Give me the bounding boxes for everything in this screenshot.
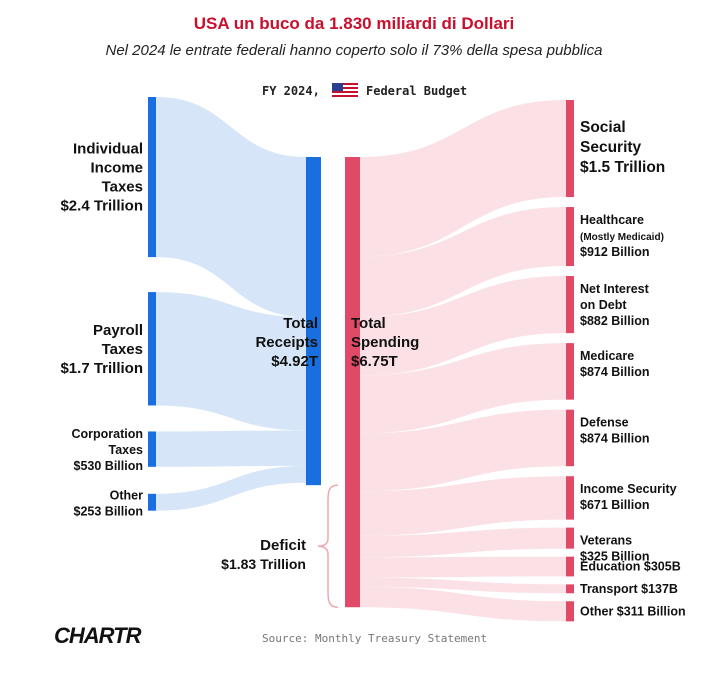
- target-flow: [360, 577, 566, 594]
- source-label: Payroll Taxes $1.7 Trillion: [60, 322, 143, 377]
- label-line: $2.4 Trillion: [60, 198, 143, 215]
- label-line: Social: [580, 119, 626, 136]
- us-flag-icon: [332, 83, 358, 98]
- target-label: Social Security $1.5 Trillion: [580, 119, 665, 176]
- target-node: [566, 343, 574, 400]
- source-node: [148, 493, 156, 511]
- target-node: [566, 207, 574, 267]
- target-flow: [360, 207, 566, 317]
- label-line: Other: [110, 488, 143, 502]
- label-line: Corporation: [71, 427, 143, 441]
- target-flow: [360, 527, 566, 558]
- target-node: [566, 601, 574, 622]
- source-label: Individual Income Taxes $2.4 Trillion: [60, 141, 143, 215]
- source-node: [148, 431, 156, 467]
- target-flow: [360, 586, 566, 622]
- labels-layer: Individual Income Taxes $2.4 Trillion Payrol…: [60, 119, 685, 618]
- target-node: [566, 556, 574, 577]
- label-line: Net Interest: [580, 282, 650, 296]
- label-line: $882 Billion: [580, 314, 649, 328]
- label-line: $253 Billion: [74, 504, 143, 518]
- label-line: $874 Billion: [580, 432, 649, 446]
- target-flow: [360, 276, 566, 376]
- total-receipts-node: [306, 157, 321, 486]
- target-label: Defense $874 Billion: [580, 416, 649, 446]
- target-label: Veterans $325 Billion: [580, 534, 649, 564]
- label-line: Total: [351, 315, 386, 332]
- label-line: Income: [90, 160, 143, 177]
- source-flow: [156, 430, 306, 467]
- target-label: Medicare $874 Billion: [580, 349, 649, 379]
- total-spending-label: Total Spending $6.75T: [351, 315, 419, 370]
- label-line: Income Security: [580, 482, 677, 496]
- source-flow: [156, 292, 306, 431]
- source-note: Source: Monthly Treasury Statement: [262, 632, 487, 645]
- flows-layer: [156, 97, 566, 622]
- label-line: Individual: [73, 141, 143, 158]
- target-label: Net Interest on Debt $882 Billion: [580, 282, 650, 328]
- label-line: Spending: [351, 334, 419, 351]
- label-line: Other $311 Billion: [580, 604, 686, 618]
- target-flow: [360, 409, 566, 492]
- label-line: Defense: [580, 416, 629, 430]
- label-line: Veterans: [580, 534, 632, 548]
- target-node: [566, 476, 574, 520]
- target-node: [566, 276, 574, 334]
- label-line: Taxes: [102, 341, 143, 358]
- label-line: $1.7 Trillion: [60, 360, 143, 377]
- target-flow: [360, 343, 566, 434]
- label-line: (Mostly Medicaid): [580, 232, 664, 243]
- label-line: Transport $137B: [580, 582, 678, 596]
- deficit-label: Deficit $1.83 Trillion: [221, 537, 306, 572]
- label-line: $1.83 Trillion: [221, 556, 306, 572]
- deficit-brace: [317, 484, 339, 608]
- page-title: USA un buco da 1.830 miliardi di Dollari: [193, 14, 515, 33]
- label-line: $6.75T: [351, 353, 398, 370]
- source-flow: [156, 97, 306, 318]
- target-flow: [360, 556, 566, 578]
- label-line: $530 Billion: [74, 459, 143, 473]
- source-label: Other $253 Billion: [74, 488, 144, 518]
- label-line: Education $305B: [580, 560, 681, 574]
- label-line: Payroll: [93, 322, 143, 339]
- target-label: Healthcare (Mostly Medicaid) $912 Billion: [580, 213, 664, 259]
- label-line: Deficit: [260, 537, 306, 554]
- target-label: Transport $137B: [580, 582, 678, 596]
- chartr-logo: CHARTR: [54, 623, 142, 648]
- total-receipts-label: Total Receipts $4.92T: [255, 315, 318, 370]
- nodes-layer: [148, 97, 574, 622]
- target-flow: [360, 100, 566, 257]
- label-line: Taxes: [108, 443, 143, 457]
- chart-title-suffix: Federal Budget: [366, 84, 467, 98]
- target-node: [566, 584, 574, 594]
- label-line: $912 Billion: [580, 245, 649, 259]
- label-line: $671 Billion: [580, 498, 649, 512]
- source-flow: [156, 465, 306, 511]
- chart-title-prefix: FY 2024,: [262, 84, 320, 98]
- source-label: Corporation Taxes $530 Billion: [71, 427, 143, 473]
- label-line: $874 Billion: [580, 365, 649, 379]
- label-line: Security: [580, 139, 642, 156]
- target-flow: [360, 476, 566, 536]
- target-label: Other $311 Billion: [580, 604, 686, 618]
- label-line: $325 Billion: [580, 550, 649, 564]
- label-line: Medicare: [580, 349, 634, 363]
- label-line: $4.92T: [271, 353, 318, 370]
- total-spending-node: [345, 157, 360, 608]
- label-line: $1.5 Trillion: [580, 159, 665, 176]
- target-label: Income Security $671 Billion: [580, 482, 677, 512]
- label-line: Taxes: [102, 179, 143, 196]
- source-node: [148, 97, 156, 258]
- label-line: Total: [283, 315, 318, 332]
- target-node: [566, 409, 574, 467]
- target-node: [566, 527, 574, 549]
- source-node: [148, 292, 156, 406]
- label-line: Healthcare: [580, 213, 644, 227]
- page-subtitle: Nel 2024 le entrate federali hanno coper…: [105, 42, 603, 59]
- target-label: Education $305B: [580, 560, 681, 574]
- label-line: on Debt: [580, 298, 627, 312]
- target-node: [566, 100, 574, 198]
- label-line: Receipts: [255, 334, 318, 351]
